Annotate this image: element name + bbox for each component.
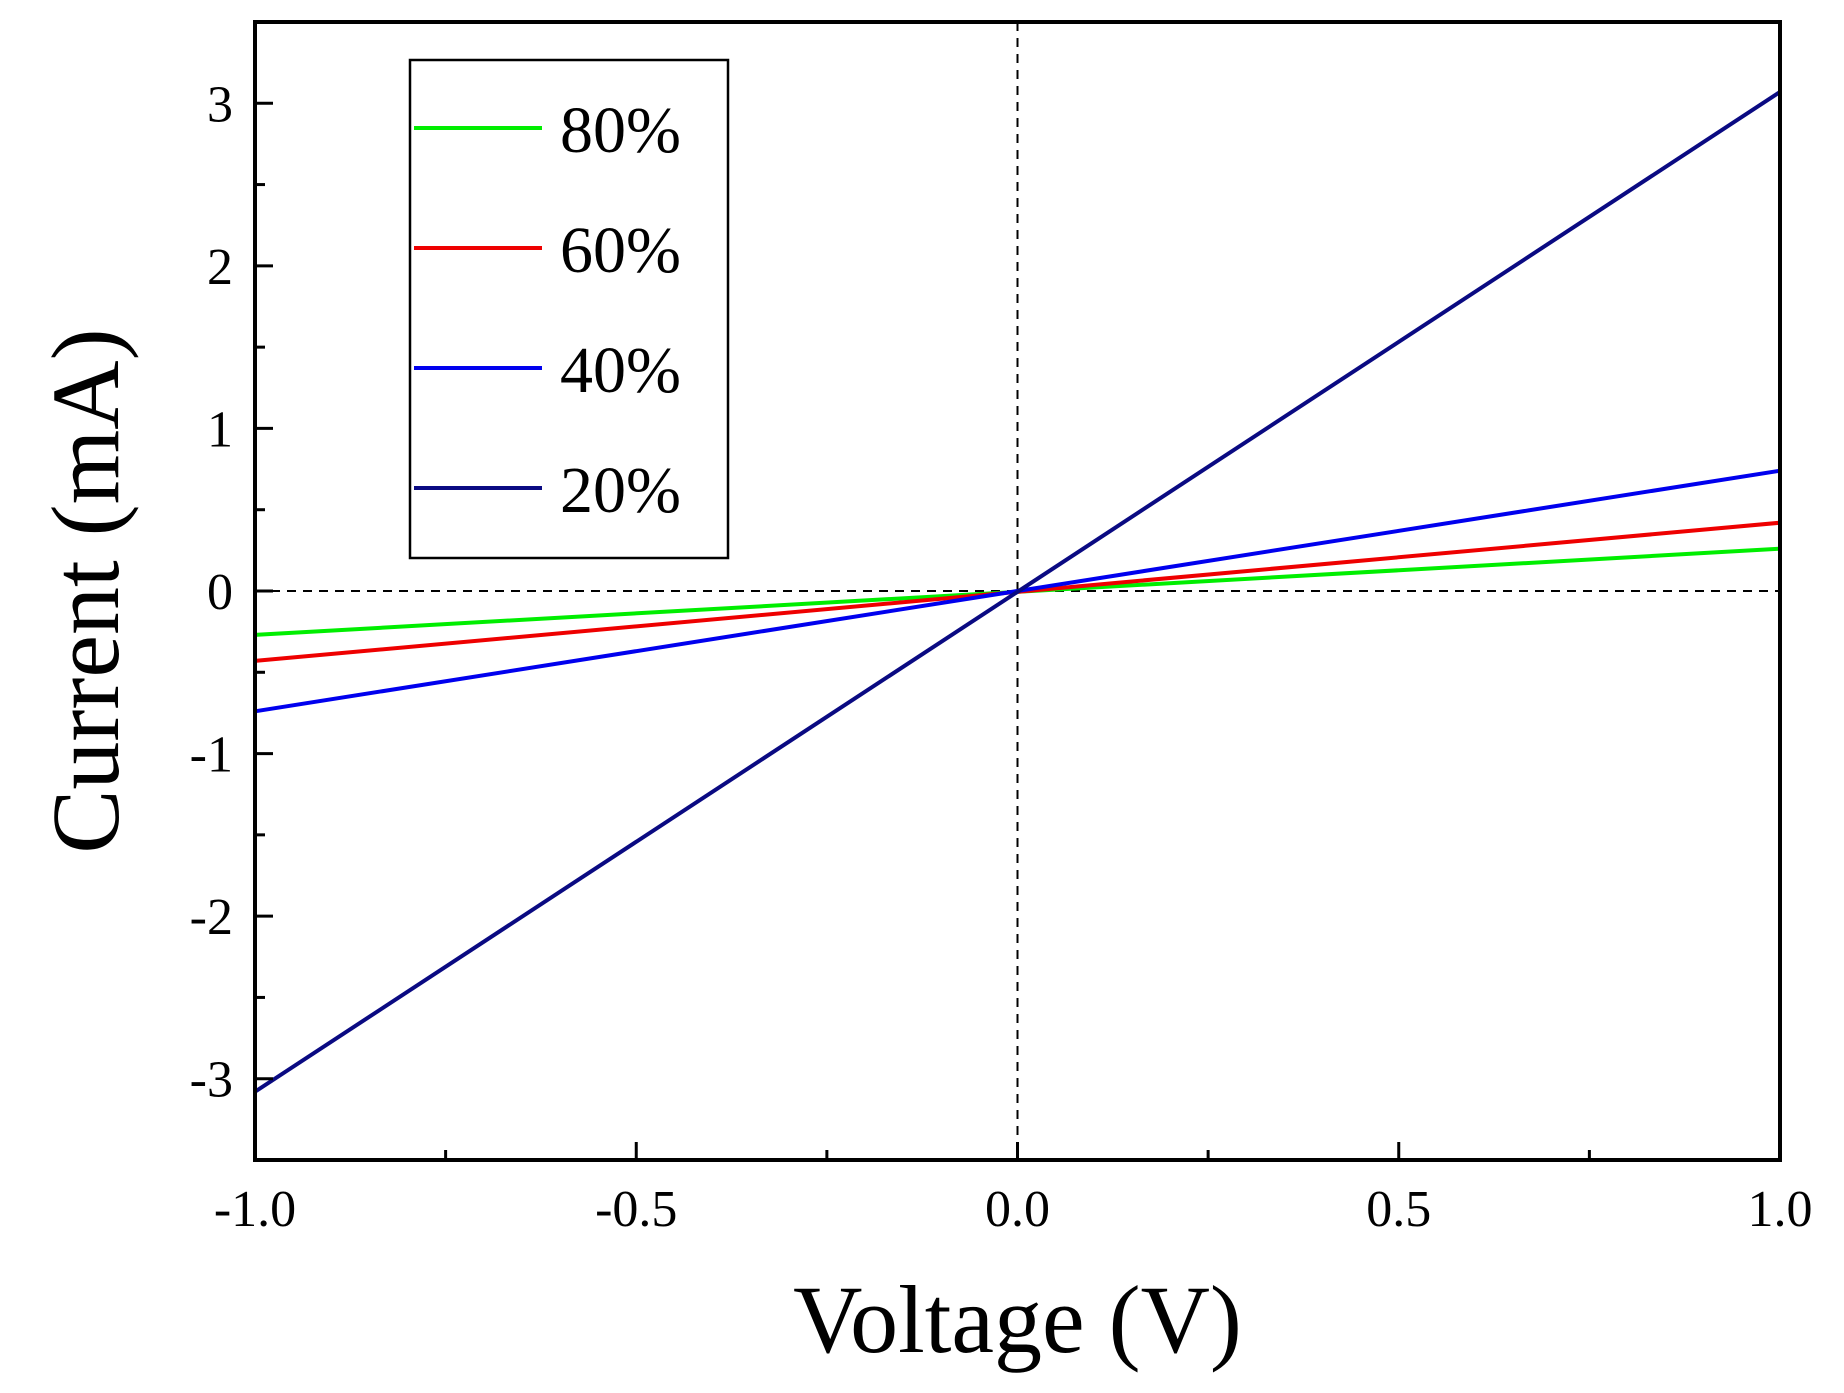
x-tick-label: -0.5 [595,1181,677,1238]
x-axis-title: Voltage (V) [793,1266,1242,1373]
legend-label: 60% [560,214,681,287]
x-tick-label: 0.5 [1366,1181,1431,1238]
y-tick-label: 2 [207,239,233,296]
legend-label: 20% [560,454,681,527]
y-tick-label: -3 [190,1052,233,1109]
legend-label: 40% [560,334,681,407]
x-tick-labels: -1.0 -0.5 0.0 0.5 1.0 [214,1181,1813,1238]
axis-ticks [253,20,1782,1162]
y-tick-label: -1 [190,727,233,784]
y-tick-label: 1 [207,401,233,458]
y-tick-label: -2 [190,889,233,946]
y-tick-label: 3 [207,76,233,133]
x-tick-label: 1.0 [1748,1181,1813,1238]
x-tick-label: 0.0 [985,1181,1050,1238]
series-layer [253,90,1782,1094]
y-tick-labels: -3 -2 -1 0 1 2 3 [190,76,233,1108]
series-line-20pct [253,90,1782,1094]
x-tick-label: -1.0 [214,1181,296,1238]
y-axis-title: Current (mA) [32,328,139,853]
legend-box [408,58,730,560]
y-tick-label: 0 [207,564,233,621]
legend: 80% 60% 40% 20% [408,58,730,560]
legend-label: 80% [560,94,681,167]
